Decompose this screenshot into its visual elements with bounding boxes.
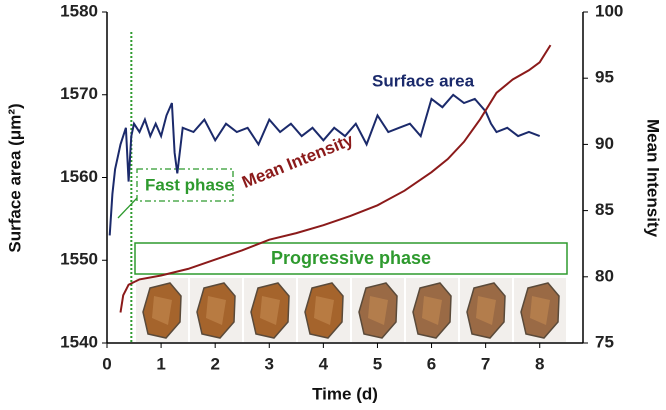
x-tick-label: 0 [102,354,111,373]
series-label: Mean Intensity [239,130,356,192]
y-tick-label: 1550 [60,250,98,269]
x-tick-label: 8 [535,354,544,373]
x-tick-label: 4 [319,354,329,373]
y2-tick-label: 85 [595,200,614,219]
x-tick-label: 2 [210,354,219,373]
line [119,44,552,313]
y-tick-label: 1560 [60,167,98,186]
y2-tick-label: 90 [595,134,614,153]
y2-tick-label: 100 [595,1,623,20]
fast-phase-arrow [117,197,138,219]
y2-tick-label: 95 [595,68,614,87]
crystal-facet [206,296,226,325]
crystal-facet [152,296,172,325]
y-tick-label: 1580 [60,1,98,20]
x-tick-label: 7 [481,354,490,373]
x-axis-title: Time (d) [312,384,378,403]
line [108,93,541,236]
x-tick-label: 5 [373,354,382,373]
crystal-facet [422,296,442,325]
y2-tick-label: 80 [595,266,614,285]
crystal-facet [476,296,496,325]
annotation: Progressive phase [271,248,431,268]
crystal-facet [530,296,550,325]
y-axis-title: Surface area (μm²) [5,103,24,252]
y-tick-label: 1540 [60,332,98,351]
x-tick-label: 3 [265,354,274,373]
series-label: Surface area [372,71,475,90]
crystal-facet [260,296,280,325]
annotation: Fast phase [145,175,234,194]
y-tick-label: 1570 [60,84,98,103]
y2-tick-label: 75 [595,332,614,351]
progressive-phase-box [134,242,568,275]
crystal-facet [314,296,334,325]
y2-axis-title: Mean Intensity [644,119,663,238]
x-tick-label: 6 [427,354,436,373]
crystal-images [136,278,566,342]
fast-phase-box [136,168,234,202]
x-tick-label: 1 [156,354,165,373]
crystal-facet [368,296,388,325]
